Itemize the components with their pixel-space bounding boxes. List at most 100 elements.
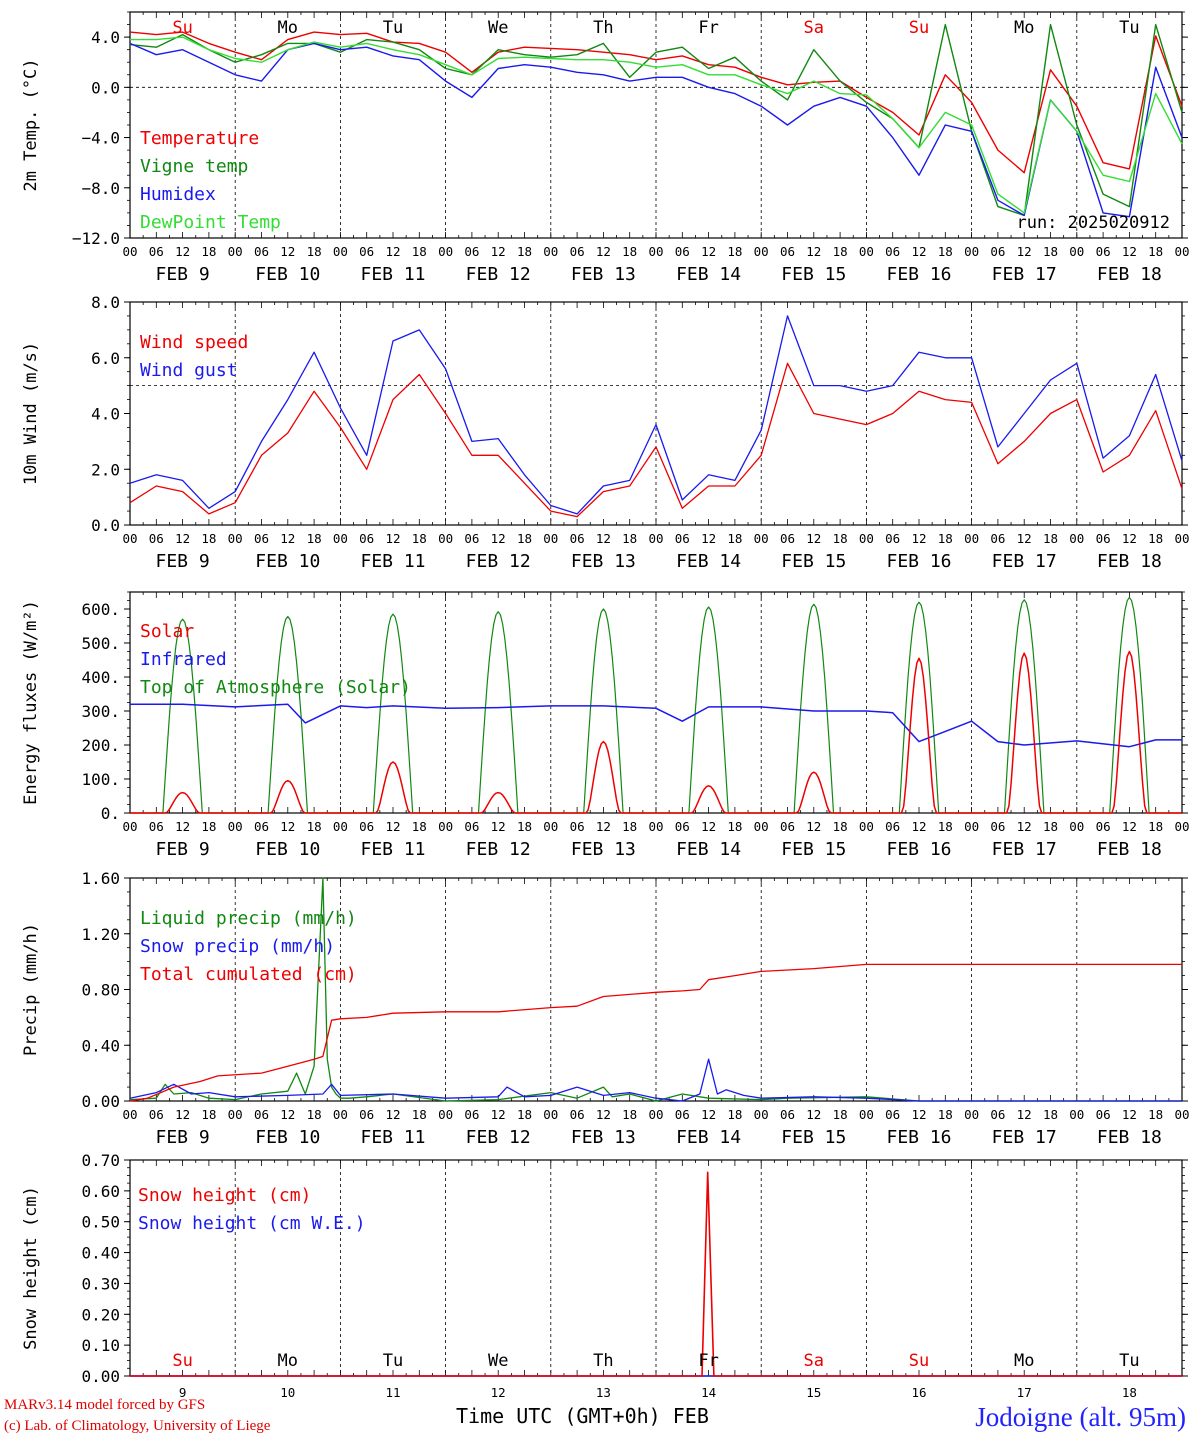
x-date-label: FEB 10 xyxy=(255,839,320,860)
panel-4: 1.60 1.20 0.80 0.40 0.00 Precip (mm/h) 00 06 12 1… xyxy=(21,869,1190,1148)
x-hour-label: 12 xyxy=(1122,244,1137,259)
day-number-label: 14 xyxy=(701,1385,716,1400)
model-credit: MARv3.14 model forced by GFS xyxy=(4,1397,206,1413)
x-hour-label: 00 xyxy=(1069,531,1084,546)
legend-liquid-precip-mm-h: Liquid precip (mm/h) xyxy=(140,908,357,929)
x-hour-label: 18 xyxy=(1043,531,1058,546)
x-hour-label: 06 xyxy=(570,244,585,259)
x-hour-label: 18 xyxy=(622,1107,637,1122)
legend-total-cumulated-cm: Total cumulated (cm) xyxy=(140,964,357,985)
x-hour-label: 18 xyxy=(1148,244,1163,259)
x-hour-label: 06 xyxy=(990,1107,1005,1122)
x-date-label: FEB 15 xyxy=(781,264,846,285)
x-hour-label: 12 xyxy=(911,819,926,834)
y-tick-label: 0.40 xyxy=(81,1036,120,1055)
x-hour-label: 12 xyxy=(806,819,821,834)
y-tick-label: 0. xyxy=(101,804,120,823)
x-hour-label: 12 xyxy=(596,1107,611,1122)
x-date-label: FEB 9 xyxy=(156,1127,210,1148)
x-hour-label: 06 xyxy=(780,1107,795,1122)
x-hour-label: 06 xyxy=(780,531,795,546)
x-hour-label: 00 xyxy=(1069,819,1084,834)
x-hour-label: 12 xyxy=(1017,244,1032,259)
x-hour-label: 06 xyxy=(149,531,164,546)
x-hour-label: 00 xyxy=(964,1107,979,1122)
x-hour-label: 00 xyxy=(964,819,979,834)
day-name-label: Tu xyxy=(383,18,403,38)
series-line-snow-height-cm- xyxy=(130,1171,1182,1377)
x-hour-label: 00 xyxy=(754,1107,769,1122)
y-tick-label: 100. xyxy=(81,770,120,789)
x-hour-label: 00 xyxy=(1174,819,1189,834)
legend-solar: Solar xyxy=(140,621,194,642)
x-hour-label: 12 xyxy=(1122,1107,1137,1122)
x-date-label: FEB 9 xyxy=(156,839,210,860)
y-tick-label: 8.0 xyxy=(91,293,120,312)
day-name-label: We xyxy=(488,18,508,38)
x-hour-label: 18 xyxy=(412,819,427,834)
x-hour-label: 12 xyxy=(491,819,506,834)
series-line-wind-gust xyxy=(129,315,1183,515)
x-hour-label: 00 xyxy=(438,819,453,834)
x-hour-label: 18 xyxy=(307,1107,322,1122)
day-name-label: Mo xyxy=(278,1351,298,1371)
day-name-label: Su xyxy=(172,1351,192,1371)
x-hour-label: 00 xyxy=(228,244,243,259)
day-name-label: Tu xyxy=(1119,18,1139,38)
series-line-dewpoint-temp xyxy=(130,36,1183,214)
legend-humidex: Humidex xyxy=(140,184,216,205)
day-name-label: Su xyxy=(909,1351,929,1371)
x-hour-label: 06 xyxy=(254,531,269,546)
x-hour-label: 12 xyxy=(385,819,400,834)
x-date-label: FEB 11 xyxy=(360,551,425,572)
x-hour-label: 12 xyxy=(911,531,926,546)
y-tick-label: 200. xyxy=(81,736,120,755)
y-tick-label: 0.00 xyxy=(81,1092,120,1111)
x-hour-label: 06 xyxy=(1096,531,1111,546)
x-hour-label: 06 xyxy=(675,819,690,834)
x-date-label: FEB 16 xyxy=(886,839,951,860)
y-tick-label: −8.0 xyxy=(81,179,120,198)
day-number-label: 15 xyxy=(806,1385,821,1400)
x-hour-label: 06 xyxy=(885,244,900,259)
y-tick-label: 500. xyxy=(81,634,120,653)
x-date-label: FEB 14 xyxy=(676,1127,741,1148)
day-name-label: Fr xyxy=(698,18,718,38)
x-hour-label: 00 xyxy=(859,819,874,834)
x-date-label: FEB 12 xyxy=(466,839,531,860)
legend-vigne-temp: Vigne temp xyxy=(140,156,248,177)
y-tick-label: 1.60 xyxy=(81,869,120,888)
x-hour-label: 12 xyxy=(911,244,926,259)
day-number-label: 11 xyxy=(385,1385,400,1400)
x-hour-label: 18 xyxy=(938,244,953,259)
x-hour-label: 00 xyxy=(964,531,979,546)
x-hour-label: 18 xyxy=(307,244,322,259)
day-name-label: Su xyxy=(172,18,192,38)
series-line-vigne-temp xyxy=(129,23,1183,217)
x-hour-label: 00 xyxy=(859,244,874,259)
day-number-label: 12 xyxy=(491,1385,506,1400)
x-hour-label: 00 xyxy=(859,531,874,546)
x-hour-label: 18 xyxy=(201,531,216,546)
station-name: Jodoigne (alt. 95m) xyxy=(975,1402,1186,1432)
x-date-label: FEB 13 xyxy=(571,839,636,860)
x-hour-label: 12 xyxy=(701,531,716,546)
x-hour-label: 12 xyxy=(491,1107,506,1122)
x-hour-label: 06 xyxy=(885,819,900,834)
x-hour-label: 00 xyxy=(1069,244,1084,259)
x-date-label: FEB 16 xyxy=(886,551,951,572)
x-hour-label: 12 xyxy=(596,244,611,259)
x-hour-label: 00 xyxy=(438,531,453,546)
x-date-label: FEB 17 xyxy=(992,839,1057,860)
legend-snow-precip-mm-h: Snow precip (mm/h) xyxy=(140,936,335,957)
day-number-label: 13 xyxy=(596,1385,611,1400)
legend-dewpoint-temp: DewPoint Temp xyxy=(140,212,281,233)
day-name-label: Sa xyxy=(804,18,824,38)
x-hour-label: 06 xyxy=(675,531,690,546)
x-hour-label: 00 xyxy=(228,1107,243,1122)
day-number-label: 16 xyxy=(911,1385,926,1400)
x-hour-label: 18 xyxy=(307,531,322,546)
x-hour-label: 06 xyxy=(359,1107,374,1122)
legend-snow-height-cm: Snow height (cm) xyxy=(138,1185,311,1206)
x-hour-label: 12 xyxy=(280,1107,295,1122)
